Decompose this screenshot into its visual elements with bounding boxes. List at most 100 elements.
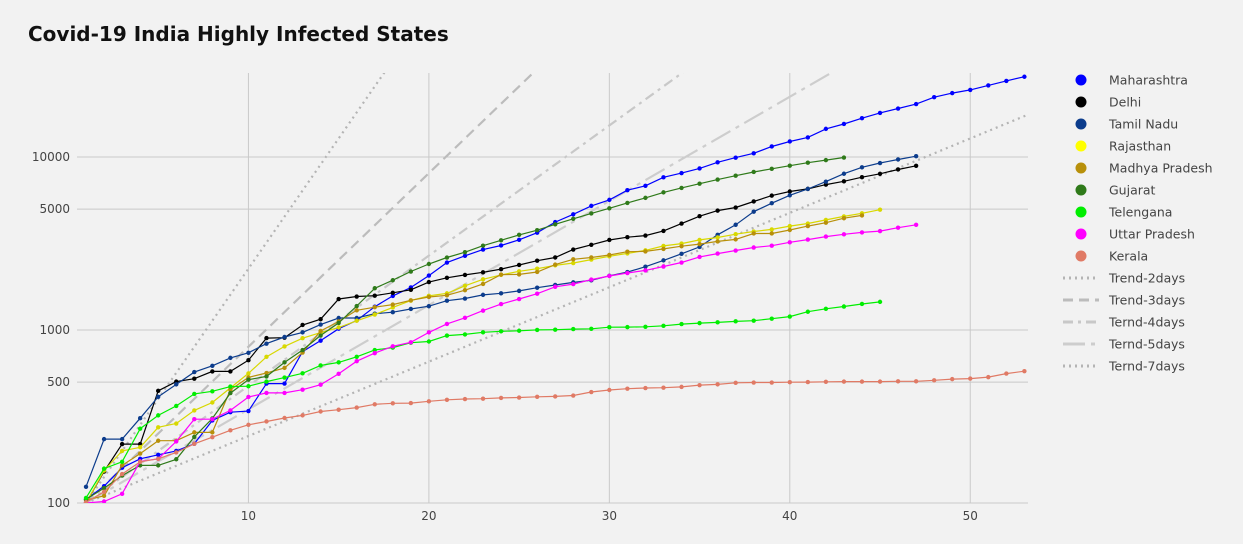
data-point[interactable] [895, 167, 901, 172]
data-point[interactable] [877, 171, 883, 176]
data-point[interactable] [607, 237, 612, 243]
data-point[interactable] [968, 376, 973, 381]
data-point[interactable] [174, 457, 179, 462]
data-point[interactable] [336, 296, 341, 302]
data-point[interactable] [697, 254, 702, 260]
data-point[interactable] [607, 273, 612, 279]
data-point[interactable] [895, 106, 901, 111]
data-point[interactable] [534, 266, 540, 271]
data-point[interactable] [534, 269, 540, 275]
data-point[interactable] [246, 384, 251, 389]
data-point[interactable] [408, 269, 414, 274]
data-point[interactable] [913, 379, 919, 384]
data-point[interactable] [877, 379, 883, 384]
data-point[interactable] [625, 187, 630, 193]
data-point[interactable] [408, 298, 414, 303]
data-point[interactable] [534, 394, 540, 400]
data-point[interactable] [895, 379, 901, 384]
data-point[interactable] [625, 386, 630, 391]
data-point[interactable] [444, 260, 450, 265]
data-point[interactable] [516, 272, 522, 277]
data-point[interactable] [643, 324, 648, 329]
data-point[interactable] [119, 491, 125, 497]
series-line[interactable] [85, 214, 863, 501]
data-point[interactable] [679, 321, 684, 327]
data-point[interactable] [318, 317, 323, 322]
data-point[interactable] [101, 466, 107, 471]
data-point[interactable] [264, 354, 269, 359]
data-point[interactable] [841, 304, 847, 309]
data-point[interactable] [192, 391, 197, 397]
data-point[interactable] [444, 333, 450, 338]
data-point[interactable] [787, 189, 792, 194]
data-point[interactable] [246, 350, 251, 356]
legend-item[interactable]: Ternd-7days [1063, 359, 1185, 374]
data-point[interactable] [679, 244, 684, 249]
series-group[interactable] [83, 163, 919, 506]
data-point[interactable] [516, 237, 522, 242]
data-point[interactable] [805, 379, 811, 385]
data-point[interactable] [913, 153, 919, 159]
data-point[interactable] [841, 121, 847, 127]
data-point[interactable] [859, 213, 865, 218]
data-point[interactable] [119, 471, 125, 477]
data-point[interactable] [264, 370, 269, 376]
data-point[interactable] [228, 355, 233, 361]
data-point[interactable] [101, 493, 107, 499]
data-point[interactable] [426, 330, 432, 335]
data-point[interactable] [697, 181, 702, 186]
data-point[interactable] [83, 495, 89, 501]
data-point[interactable] [1022, 368, 1027, 374]
data-point[interactable] [318, 409, 323, 414]
data-point[interactable] [877, 299, 883, 305]
data-point[interactable] [246, 394, 251, 400]
data-point[interactable] [318, 382, 323, 387]
data-point[interactable] [372, 304, 377, 310]
data-point[interactable] [336, 325, 341, 330]
data-point[interactable] [336, 407, 341, 412]
data-point[interactable] [715, 251, 720, 256]
data-point[interactable] [264, 374, 269, 379]
data-point[interactable] [661, 190, 666, 195]
data-point[interactable] [300, 387, 305, 392]
data-point[interactable] [787, 240, 792, 245]
data-point[interactable] [246, 422, 251, 428]
data-point[interactable] [498, 395, 504, 401]
data-point[interactable] [625, 200, 630, 206]
data-point[interactable] [264, 341, 269, 346]
data-point[interactable] [282, 375, 287, 380]
legend-item[interactable]: Kerala [1075, 249, 1149, 264]
data-point[interactable] [697, 241, 702, 247]
data-point[interactable] [408, 400, 414, 406]
data-point[interactable] [246, 377, 251, 382]
data-point[interactable] [643, 195, 648, 201]
data-point[interactable] [661, 228, 666, 234]
data-point[interactable] [751, 318, 756, 323]
data-point[interactable] [354, 308, 359, 313]
data-point[interactable] [643, 233, 648, 238]
data-point[interactable] [119, 463, 125, 468]
data-point[interactable] [589, 277, 594, 282]
data-point[interactable] [534, 327, 540, 333]
data-point[interactable] [931, 378, 937, 383]
data-point[interactable] [661, 323, 666, 329]
data-point[interactable] [643, 385, 648, 391]
data-point[interactable] [733, 231, 738, 237]
data-point[interactable] [444, 298, 450, 303]
data-point[interactable] [174, 439, 179, 444]
data-point[interactable] [210, 430, 215, 435]
data-point[interactable] [192, 434, 197, 440]
data-point[interactable] [480, 281, 486, 287]
data-point[interactable] [101, 436, 107, 442]
data-point[interactable] [661, 264, 666, 269]
series-group[interactable] [83, 299, 883, 501]
data-point[interactable] [787, 314, 792, 319]
data-point[interactable] [318, 338, 323, 343]
data-point[interactable] [390, 290, 395, 296]
data-point[interactable] [390, 401, 395, 406]
data-point[interactable] [480, 243, 486, 248]
data-point[interactable] [733, 319, 738, 324]
data-point[interactable] [137, 445, 143, 450]
data-point[interactable] [137, 416, 143, 421]
data-point[interactable] [119, 436, 125, 442]
